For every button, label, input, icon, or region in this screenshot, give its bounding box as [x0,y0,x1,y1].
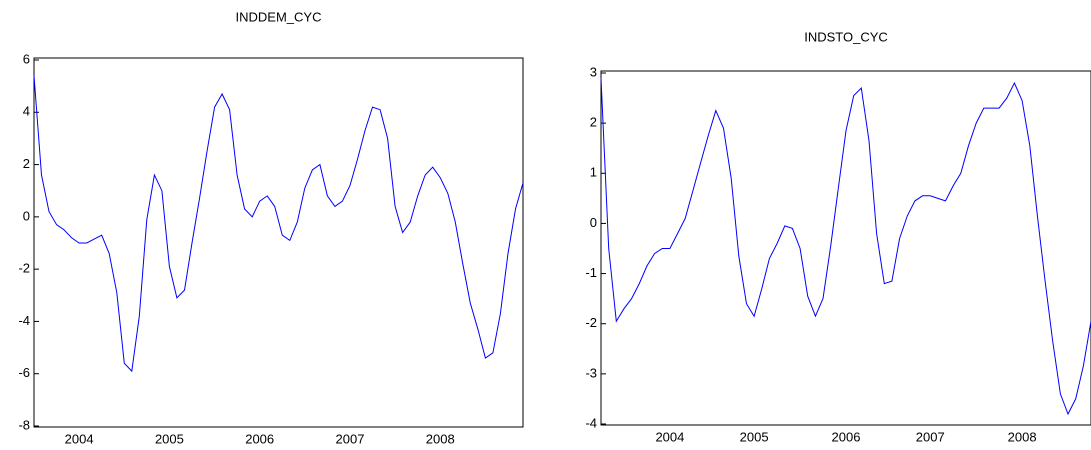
y-tick-label: 4 [23,104,30,119]
y-tick-label: 0 [590,215,597,230]
chart-title: INDDEM_CYC [236,9,322,24]
chart-title: INDSTO_CYC [804,29,888,44]
y-tick-label: -3 [585,365,597,380]
x-tick-label: 2007 [336,431,365,446]
plot-frame [600,70,1091,426]
x-tick-label: 2006 [245,431,274,446]
data-line [33,75,524,373]
y-tick-label: -8 [18,417,30,432]
x-tick-label: 2008 [426,431,455,446]
y-tick-label: -6 [18,365,30,380]
x-tick-label: 2005 [740,429,769,444]
y-tick-label: -1 [585,265,597,280]
y-tick-label: -2 [585,315,597,330]
y-tick-label: 3 [590,64,597,79]
chart: INDDEM_CYC -8 -6 -4 -2 0 2 4 6 2004 2005 2006 2007 20… [18,9,524,446]
y-tick-label: 6 [23,51,30,66]
x-tick-label: 2005 [155,431,184,446]
y-tick-label: 1 [590,165,597,180]
chart: INDSTO_CYC -4 -3 -2 -1 0 1 2 3 2004 2005 2006 2007 20… [585,29,1091,444]
x-tick-label: 2007 [916,429,945,444]
y-tick-label: -2 [18,261,30,276]
y-tick-label: 2 [590,115,597,130]
y-tick-label: -4 [585,415,597,430]
plot-frame [33,57,524,428]
x-tick-label: 2004 [65,431,94,446]
y-tick-label: 2 [23,156,30,171]
y-tick-label: 0 [23,208,30,223]
data-line [600,77,1091,416]
x-tick-label: 2006 [832,429,861,444]
x-tick-label: 2004 [655,429,684,444]
x-tick-label: 2008 [1008,429,1037,444]
y-tick-label: -4 [18,313,30,328]
